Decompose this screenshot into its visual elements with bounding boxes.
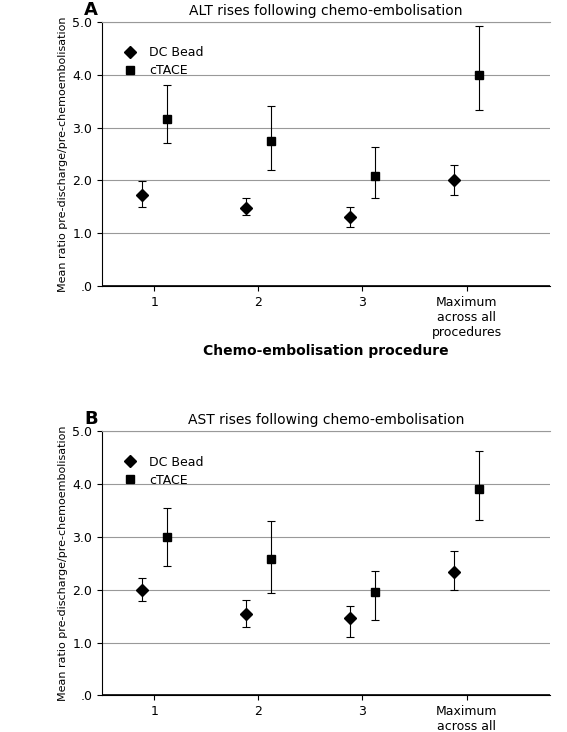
Y-axis label: Mean ratio pre-discharge/pre-chemoembolisation: Mean ratio pre-discharge/pre-chemoemboli…: [58, 425, 68, 701]
Title: AST rises following chemo-embolisation: AST rises following chemo-embolisation: [188, 414, 464, 427]
X-axis label: Chemo-embolisation procedure: Chemo-embolisation procedure: [203, 344, 449, 359]
Text: A: A: [84, 1, 98, 19]
Legend: DC Bead, cTACE: DC Bead, cTACE: [113, 42, 209, 83]
Title: ALT rises following chemo-embolisation: ALT rises following chemo-embolisation: [189, 4, 463, 18]
Legend: DC Bead, cTACE: DC Bead, cTACE: [113, 451, 209, 492]
Y-axis label: Mean ratio pre-discharge/pre-chemoembolisation: Mean ratio pre-discharge/pre-chemoemboli…: [58, 16, 68, 292]
Text: B: B: [84, 410, 98, 428]
